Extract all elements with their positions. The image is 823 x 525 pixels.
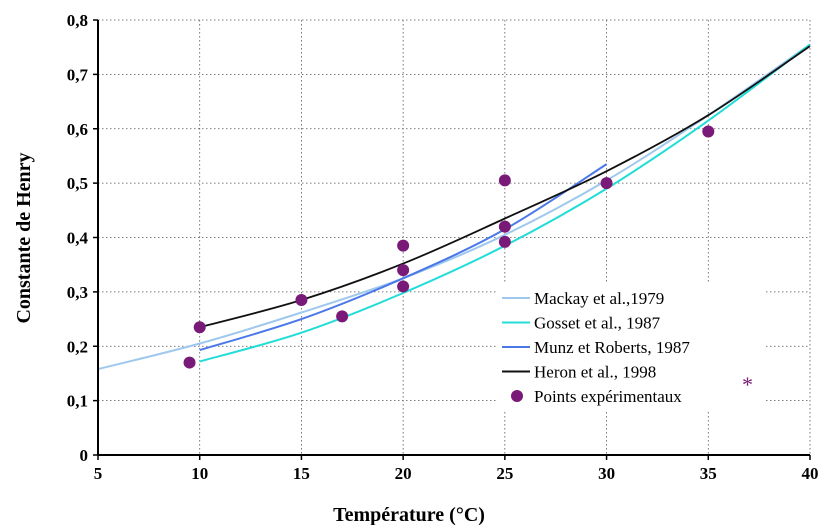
series-layer xyxy=(97,43,811,371)
data-point xyxy=(702,125,715,138)
y-tick-label: 0,7 xyxy=(67,65,89,84)
y-tick-label: 0,1 xyxy=(67,392,88,411)
legend-swatch xyxy=(511,390,523,402)
ticks-layer: 5 10 15 20 25 30 35 40 0 0,1 0,2 0,3 0,4 0,5 0,6 0,7 0,8 xyxy=(67,11,819,483)
x-tick-label: 20 xyxy=(395,464,412,483)
x-tick-label: 30 xyxy=(598,464,615,483)
data-point xyxy=(397,280,410,293)
legend-label: Gosset et al., 1987 xyxy=(534,314,661,333)
x-axis-title: Température (°C) xyxy=(333,504,485,525)
legend-label: Heron et al., 1998 xyxy=(534,363,656,382)
legend-box xyxy=(496,282,764,410)
data-point xyxy=(498,235,511,248)
data-point xyxy=(295,294,308,307)
legend-label: Munz et Roberts, 1987 xyxy=(534,338,690,357)
legend: Mackay et al.,1979 Gosset et al., 1987 Mun… xyxy=(496,282,764,410)
y-axis-title: Constante de Henry xyxy=(13,152,35,323)
x-tick-label: 35 xyxy=(700,464,717,483)
data-point xyxy=(498,174,511,187)
data-point xyxy=(397,239,410,252)
y-tick-label: 0,5 xyxy=(67,174,88,193)
y-tick-label: 0 xyxy=(80,446,89,465)
data-point xyxy=(183,356,196,369)
y-tick-label: 0,3 xyxy=(67,283,88,302)
y-tick-label: 0,2 xyxy=(67,337,88,356)
x-tick-label: 40 xyxy=(802,464,819,483)
y-tick-label: 0,6 xyxy=(67,120,88,139)
data-point xyxy=(600,177,613,190)
legend-label: Mackay et al.,1979 xyxy=(534,289,664,308)
x-tick-label: 10 xyxy=(191,464,208,483)
x-tick-label: 25 xyxy=(496,464,513,483)
x-tick-label: 5 xyxy=(94,464,103,483)
data-point xyxy=(193,321,206,334)
y-tick-label: 0,4 xyxy=(67,229,89,248)
annotation-asterisk: * xyxy=(742,372,753,397)
data-point xyxy=(498,220,511,233)
series-line-2 xyxy=(199,163,608,352)
data-point xyxy=(397,264,410,277)
legend-label: Points expérimentaux xyxy=(534,387,682,406)
y-tick-label: 0,8 xyxy=(67,11,88,30)
data-point xyxy=(336,310,349,323)
x-tick-label: 15 xyxy=(293,464,310,483)
